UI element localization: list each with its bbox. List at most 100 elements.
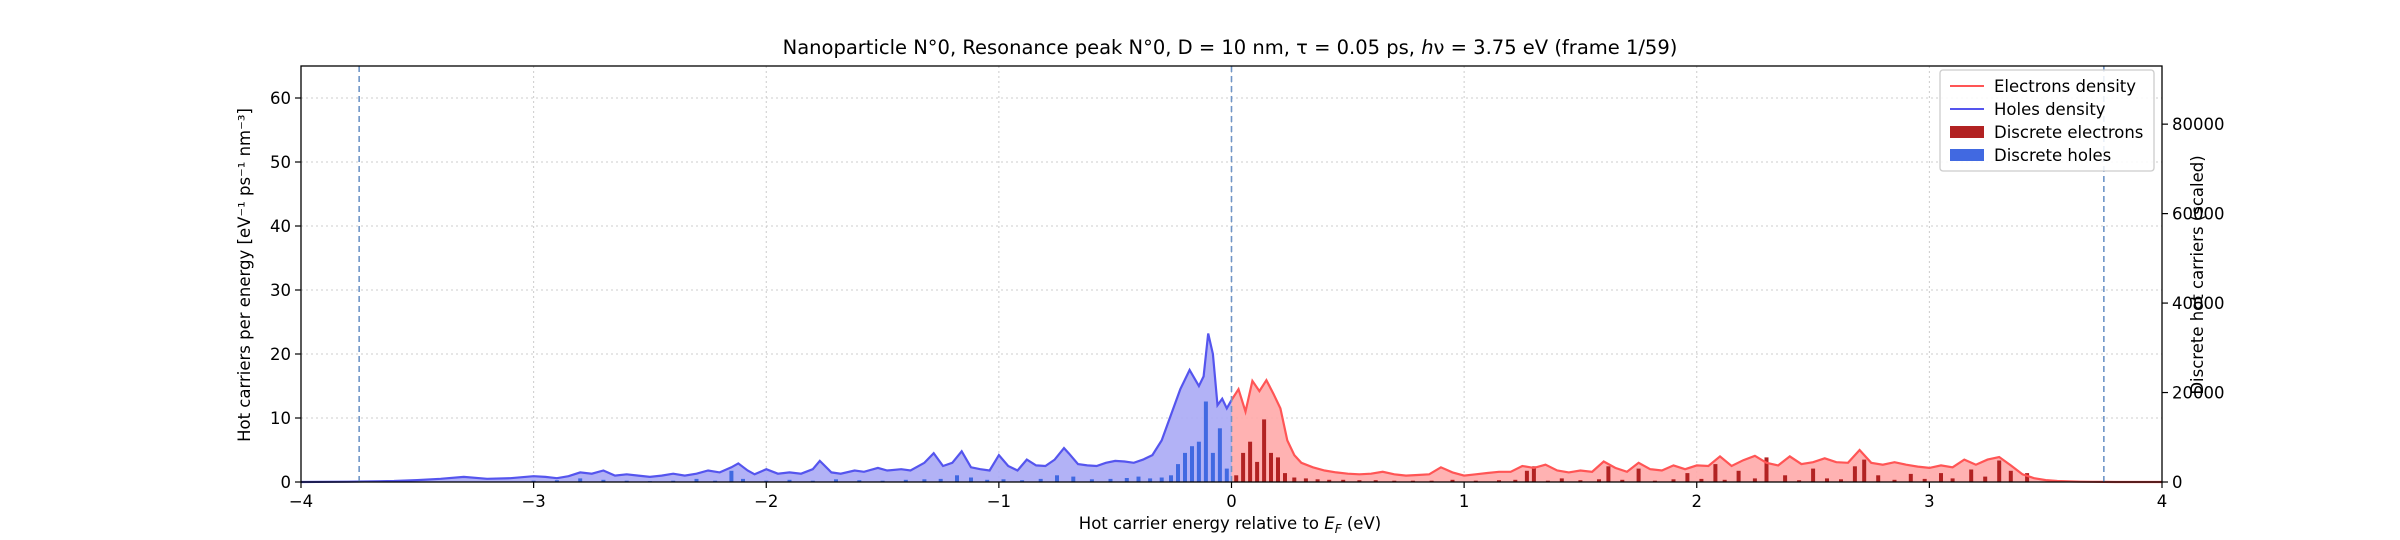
- legend-frame: [1939, 69, 2155, 172]
- discrete-holes-bar: [1190, 446, 1194, 482]
- discrete-electrons-bar: [1531, 466, 1536, 482]
- discrete-electrons-bar: [1606, 466, 1611, 482]
- electrons-density-area: [1231, 380, 2162, 482]
- discrete-holes-bar: [1124, 478, 1129, 482]
- discrete-electrons-bar: [1255, 461, 1260, 482]
- discrete-holes-bar: [1203, 401, 1208, 482]
- y-axis-label: Hot carriers per energy [eV⁻¹ ps⁻¹ nm⁻³]: [235, 108, 254, 442]
- discrete-electrons-bar: [1373, 480, 1378, 482]
- discrete-holes-bar: [554, 480, 559, 482]
- legend-label-discrete-electrons: Discrete electrons: [1994, 123, 2143, 142]
- discrete-holes-bar: [1196, 441, 1201, 482]
- discrete-electrons-bar: [1862, 459, 1867, 482]
- x-tick-label: −1: [987, 492, 1011, 511]
- discrete-electrons-bar: [1671, 479, 1676, 482]
- discrete-electrons-bar: [1513, 479, 1518, 482]
- legend-label-holes-density: Holes density: [1994, 100, 2106, 119]
- discrete-holes-bar: [1071, 476, 1076, 482]
- discrete-holes-bar: [1148, 478, 1153, 482]
- y-right-tick-label: 80000: [2172, 115, 2225, 134]
- discrete-holes-bar: [1210, 452, 1215, 482]
- x-tick-label: −2: [754, 492, 778, 511]
- y-tick-label: 20: [270, 345, 291, 364]
- discrete-electrons-bar: [1524, 470, 1529, 482]
- discrete-electrons-bar: [1839, 479, 1843, 482]
- y-tick-label: 50: [270, 153, 291, 172]
- x-tick-label: −4: [289, 492, 313, 511]
- discrete-holes-bar: [834, 479, 838, 482]
- x-tick-label: 4: [2157, 492, 2168, 511]
- discrete-holes-bar: [1108, 478, 1113, 482]
- x-tick-label: 1: [1459, 492, 1470, 511]
- y-tick-label: 30: [270, 281, 291, 300]
- discrete-holes-bar: [1224, 468, 1229, 482]
- discrete-electrons-bar: [1699, 478, 1704, 482]
- discrete-holes-bar: [694, 478, 699, 482]
- discrete-holes-bar: [922, 479, 927, 482]
- discrete-holes-bar: [729, 470, 734, 482]
- discrete-holes-bar: [938, 478, 943, 482]
- y-right-tick-label: 60000: [2172, 205, 2225, 224]
- discrete-holes-bar: [903, 479, 908, 482]
- discrete-electrons-bar: [1722, 479, 1727, 482]
- discrete-electrons-bar: [1497, 480, 1501, 482]
- discrete-holes-bar: [955, 475, 959, 482]
- x-tick-label: 3: [1924, 492, 1935, 511]
- discrete-electrons-bar: [1597, 479, 1601, 482]
- discrete-holes-bar: [985, 479, 990, 482]
- discrete-electrons-bar: [1797, 480, 1802, 482]
- y-right-tick-label: 20000: [2172, 384, 2225, 403]
- discrete-holes-bar: [1169, 475, 1173, 482]
- legend-swatch-discrete-holes: [1950, 149, 1984, 161]
- discrete-electrons-bar: [1559, 478, 1564, 482]
- discrete-electrons-bar: [1269, 452, 1273, 482]
- plot-area: −4 −3 −2 −1 0 1 2 3 4010203040506002000040000600…: [270, 65, 2225, 511]
- discrete-electrons-bar: [1922, 478, 1927, 482]
- discrete-electrons-bar: [1450, 479, 1455, 482]
- discrete-electrons-bar: [1764, 457, 1769, 482]
- x-axis-label: Hot carrier energy relative to EF (eV): [1079, 514, 1381, 536]
- discrete-holes-bar: [1176, 464, 1180, 482]
- discrete-electrons-bar: [1713, 464, 1718, 482]
- discrete-holes-bar: [857, 480, 862, 482]
- discrete-electrons-bar: [1262, 419, 1267, 482]
- holes-density-area: [301, 333, 1232, 482]
- discrete-electrons-bar: [1620, 479, 1625, 482]
- discrete-holes-bar: [741, 478, 745, 482]
- discrete-holes-bar: [1038, 478, 1043, 482]
- discrete-electrons-bar: [1357, 480, 1362, 482]
- discrete-holes-bar: [1217, 428, 1222, 482]
- legend-swatch-discrete-electrons: [1950, 126, 1984, 138]
- x-tick-label: 0: [1226, 492, 1237, 511]
- discrete-electrons-bar: [1852, 466, 1857, 482]
- discrete-electrons-bar: [1908, 473, 1913, 482]
- discrete-electrons-bar: [1825, 478, 1829, 482]
- discrete-electrons-bar: [1811, 468, 1816, 482]
- discrete-electrons-bar: [1234, 475, 1239, 482]
- discrete-holes-bar: [1089, 479, 1094, 482]
- x-tick-label: 2: [1692, 492, 1703, 511]
- discrete-electrons-bar: [1983, 476, 1988, 482]
- discrete-electrons-bar: [1997, 460, 2002, 482]
- discrete-holes-bar: [578, 478, 583, 482]
- discrete-electrons-bar: [1685, 473, 1690, 482]
- discrete-holes-bar: [1055, 475, 1059, 482]
- discrete-holes-bar: [1183, 452, 1187, 482]
- legend-label-electrons-density: Electrons density: [1994, 77, 2136, 96]
- discrete-electrons-bar: [1327, 479, 1332, 482]
- y-tick-label: 60: [270, 89, 291, 108]
- discrete-holes-bar: [787, 479, 792, 482]
- discrete-electrons-bar: [1276, 457, 1280, 482]
- discrete-electrons-bar: [1876, 475, 1881, 482]
- y-tick-label: 10: [270, 409, 291, 428]
- discrete-electrons-bar: [1578, 480, 1583, 482]
- discrete-electrons-bar: [1939, 473, 1943, 482]
- discrete-electrons-bar: [2008, 470, 2013, 482]
- chart-title: Nanoparticle N°0, Resonance peak N°0, D …: [783, 36, 1678, 59]
- legend-label-discrete-holes: Discrete holes: [1994, 146, 2111, 165]
- discrete-electrons-bar: [1783, 475, 1788, 482]
- discrete-electrons-bar: [1969, 469, 1974, 482]
- discrete-electrons-bar: [2025, 473, 2030, 482]
- discrete-electrons-bar: [1636, 468, 1641, 482]
- x-tick-label: −3: [521, 492, 545, 511]
